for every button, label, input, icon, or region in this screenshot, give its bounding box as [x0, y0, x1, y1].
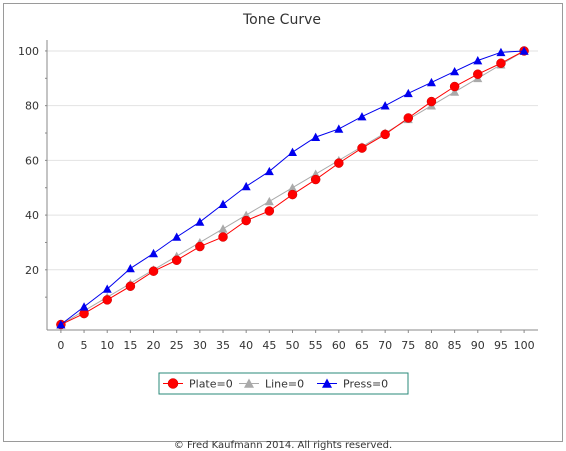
legend-label: Line=0	[265, 378, 304, 391]
legend-entry: Plate=0	[163, 378, 233, 391]
data-point	[218, 232, 228, 242]
data-point	[264, 196, 274, 206]
legend-marker	[167, 378, 179, 389]
x-tick-label: 95	[494, 339, 508, 352]
data-point	[149, 248, 159, 258]
data-point	[125, 263, 135, 273]
x-tick-label: 30	[193, 339, 207, 352]
data-point	[102, 284, 112, 293]
data-point	[380, 101, 390, 110]
x-tick-label: 25	[170, 339, 184, 352]
x-tick-label: 70	[378, 339, 392, 352]
data-point	[473, 69, 483, 79]
data-point	[380, 129, 390, 140]
data-point	[334, 124, 344, 133]
x-tick-label: 85	[448, 339, 462, 352]
data-point	[241, 215, 251, 226]
data-point	[218, 199, 228, 208]
x-tick-label: 65	[355, 339, 369, 352]
data-point	[426, 77, 436, 87]
x-tick-label: 40	[239, 339, 253, 352]
data-point	[450, 66, 460, 76]
data-point	[172, 232, 182, 241]
data-point	[403, 88, 413, 98]
data-point	[287, 189, 298, 200]
y-tick-label: 20	[25, 264, 39, 277]
data-point	[264, 166, 274, 176]
data-point	[496, 58, 506, 69]
data-point	[288, 183, 297, 192]
data-point	[334, 158, 344, 168]
data-point	[125, 281, 136, 291]
series-press-0	[56, 46, 529, 329]
data-point	[195, 217, 205, 226]
x-tick-label: 10	[100, 339, 114, 352]
data-point	[264, 206, 275, 216]
chart-title: Tone Curve	[242, 12, 321, 28]
x-tick-label: 5	[81, 339, 88, 352]
legend: Plate=0 Line=0 Press=0	[158, 372, 409, 395]
data-series	[56, 46, 529, 330]
data-point	[450, 87, 460, 96]
x-tick-label: 100	[514, 339, 535, 352]
data-point	[357, 112, 367, 121]
legend-entry: Press=0	[317, 378, 388, 391]
y-tick-label: 60	[25, 154, 39, 167]
legend-entry: Line=0	[239, 378, 304, 391]
x-tick-label: 0	[57, 339, 64, 352]
legend-marker	[244, 378, 254, 388]
legend-label: Press=0	[343, 378, 388, 391]
data-point	[449, 81, 460, 92]
x-tick-label: 60	[332, 339, 346, 352]
data-point	[473, 56, 483, 65]
data-point	[56, 320, 66, 329]
data-point	[426, 96, 437, 107]
data-point	[519, 46, 529, 55]
data-point	[241, 181, 251, 191]
data-point	[79, 302, 89, 311]
x-tick-label: 20	[147, 339, 161, 352]
x-tick-label: 15	[123, 339, 137, 352]
chart-panel	[3, 3, 563, 442]
data-point	[403, 113, 414, 123]
data-point	[195, 241, 205, 252]
y-tick-label: 100	[18, 45, 39, 58]
data-point	[148, 266, 159, 276]
x-tick-label: 55	[309, 339, 323, 352]
x-tick-label: 80	[424, 339, 438, 352]
legend-box	[158, 372, 409, 395]
data-point	[171, 255, 182, 265]
x-tick-label: 50	[286, 339, 300, 352]
data-point	[496, 47, 506, 57]
series-plate-0	[56, 46, 529, 330]
axes: 20 40 60 80 100 0 5 10 15 20 25 30 35 40 45 50 55 60 65 70 7…	[18, 40, 538, 352]
copyright-footer: © Fred Kaufmann 2014. All rights reserve…	[173, 440, 393, 451]
x-tick-label: 45	[262, 339, 276, 352]
data-point	[218, 224, 228, 233]
data-point	[102, 295, 112, 305]
legend-marker	[322, 378, 332, 388]
y-tick-label: 40	[25, 209, 39, 222]
data-point	[311, 132, 321, 141]
x-tick-label: 75	[401, 339, 415, 352]
data-point	[288, 147, 297, 156]
y-tick-label: 80	[25, 100, 39, 113]
gridlines	[47, 50, 538, 271]
data-point	[310, 174, 321, 185]
legend-label: Plate=0	[189, 378, 233, 391]
x-tick-label: 35	[216, 339, 230, 352]
data-point	[357, 143, 367, 153]
x-tick-label: 90	[471, 339, 485, 352]
